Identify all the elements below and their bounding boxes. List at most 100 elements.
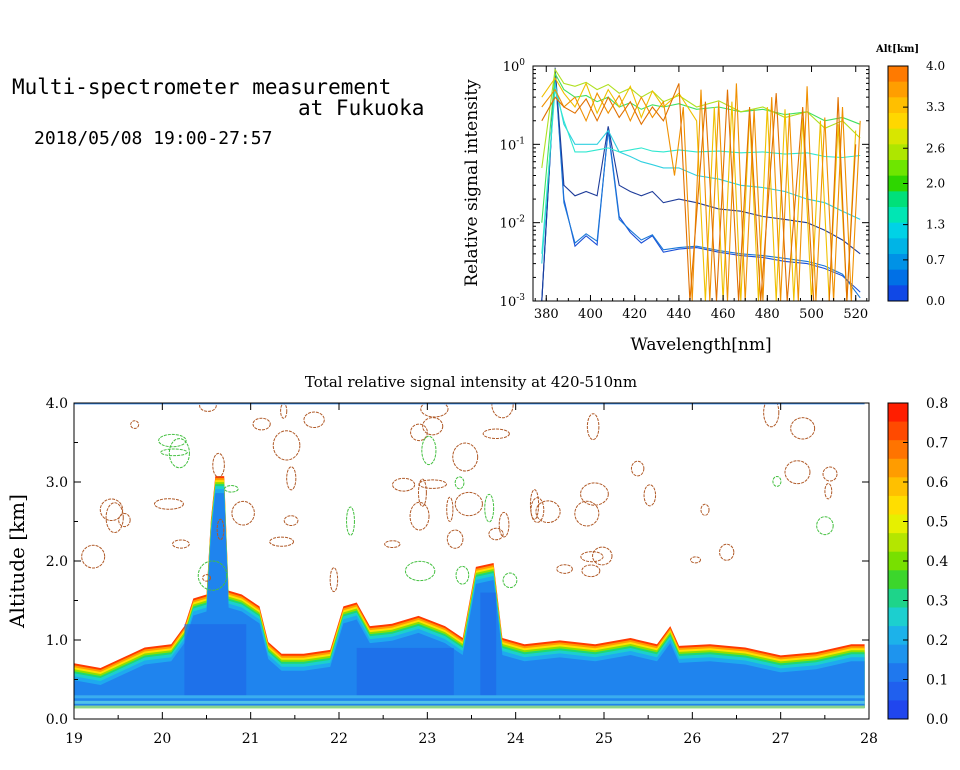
heatmap-noise-contour — [158, 433, 187, 448]
spectrum-series-line — [541, 77, 857, 301]
heatmap-noise-contour — [252, 417, 271, 431]
y-tick-base: 10 — [500, 217, 517, 232]
colorbar-swatch — [888, 588, 908, 608]
heatmap-noise-contour — [824, 483, 833, 500]
heatmap-noise-contour — [580, 482, 609, 506]
heatmap-noise-contour — [231, 500, 255, 526]
x-tick-label: 25 — [595, 731, 613, 747]
heatmap-noise-contour — [491, 403, 514, 419]
heatmap-noise-contour — [199, 403, 217, 412]
heatmap-noise-contour — [105, 502, 124, 534]
x-tick-label: 500 — [799, 307, 824, 322]
heatmap-noise-contour — [346, 506, 355, 536]
heatmap-noise-contour — [418, 479, 447, 489]
heatmap-noise-contour — [581, 564, 601, 578]
heatmap-noise-contour — [790, 417, 816, 440]
heatmap-noise-contour — [484, 493, 495, 523]
heatmap-noise-contour — [160, 448, 188, 457]
x-tick-label: 420 — [622, 307, 647, 322]
colorbar-swatch — [888, 551, 908, 571]
heatmap-noise-contour — [580, 551, 604, 563]
heatmap-noise-contour — [529, 489, 540, 520]
heatmap-noise-contour — [488, 527, 504, 541]
heatmap-noise-contour — [454, 476, 465, 490]
heatmap-noise-contour — [502, 572, 518, 589]
spectrum-series-line — [541, 69, 861, 301]
colorbar-swatch — [888, 113, 908, 130]
heatmap-noise-contour — [153, 498, 184, 510]
colorbar-swatch — [888, 269, 908, 286]
x-tick-label: 480 — [755, 307, 780, 322]
y-tick-label: 10-2 — [500, 215, 525, 232]
heatmap-surface-streak — [74, 705, 865, 709]
x-tick-label: 440 — [666, 307, 691, 322]
x-tick-label: 520 — [843, 307, 868, 322]
colorbar-swatch — [888, 495, 908, 516]
heatmap-noise-contour — [482, 428, 510, 440]
colorbar-swatch — [888, 144, 908, 161]
colorbar-tick-label: 1.3 — [926, 218, 945, 232]
heatmap-noise-contour — [172, 539, 190, 549]
y-tick-exponent: 0 — [519, 58, 525, 68]
colorbar-tick-label: 0.5 — [926, 515, 948, 531]
colorbar-swatch — [888, 191, 908, 208]
altitude-colorbar-ticks: 4.0 3.3 2.6 2.0 1.3 0.7 0.0 — [903, 59, 945, 308]
figure-datetime: 2018/05/08 19:00-27:57 — [34, 128, 273, 149]
heatmap-noise-contour — [224, 485, 239, 493]
colorbar-swatch — [888, 681, 908, 701]
y-tick-label: 100 — [503, 58, 526, 75]
colorbar-swatch — [888, 97, 908, 114]
colorbar-swatch — [888, 644, 908, 664]
x-tick-label: 28 — [860, 731, 878, 747]
heatmap-noise-contour — [410, 423, 428, 442]
heatmap-surface-streak — [74, 695, 865, 699]
colorbar-tick-label: 2.6 — [926, 141, 945, 155]
colorbar-swatch — [888, 458, 908, 478]
heatmap-y-axis-label: Altitude [km] — [5, 494, 29, 629]
colorbar-tick-label: 0.0 — [926, 294, 945, 308]
heatmap-noise-contour — [99, 498, 124, 522]
heatmap-noise-contour — [763, 403, 780, 428]
heatmap-noise-contour — [130, 420, 140, 429]
colorbar-swatch — [888, 238, 908, 255]
spectrum-series-line — [541, 83, 857, 301]
colorbar-tick-label: 0.7 — [926, 253, 945, 267]
heatmap-noise-contour — [422, 417, 444, 436]
x-tick-label: 20 — [153, 731, 171, 747]
heatmap-layer-band — [74, 493, 865, 708]
colorbar-tick-label: 0.7 — [926, 436, 948, 452]
colorbar-tick-label: 0.4 — [926, 554, 948, 570]
colorbar-swatch — [888, 207, 908, 224]
colorbar-swatch — [888, 222, 908, 239]
spectrum-x-axis-label: Wavelength[nm] — [630, 335, 771, 355]
x-tick-label: 24 — [507, 731, 525, 747]
y-tick-base: 10 — [500, 138, 517, 153]
colorbar-tick-label: 0.8 — [926, 396, 948, 412]
x-tick-label: 19 — [65, 731, 83, 747]
y-tick-base: 10 — [503, 60, 520, 75]
colorbar-swatch — [888, 477, 908, 497]
heatmap-noise-contour — [269, 536, 295, 547]
spectrum-chart: 380 400 420 440 460 480 500 520 10010-110-210-3… — [462, 44, 945, 355]
colorbar-swatch — [888, 403, 908, 423]
colorbar-swatch — [888, 285, 908, 302]
colorbar-swatch — [888, 66, 908, 83]
colorbar-swatch — [888, 570, 908, 590]
spectrum-series-line — [541, 68, 861, 168]
heatmap-noise-contour — [118, 513, 131, 528]
heatmap-noise-contour — [498, 511, 510, 538]
heatmap-noise-contour — [202, 574, 212, 582]
heatmap-noise-contour — [630, 460, 645, 477]
heatmap-noise-contour — [784, 460, 811, 485]
heatmap-noise-contour — [417, 478, 427, 507]
heatmap-chart: Total relative signal intensity at 420-5… — [5, 373, 948, 747]
heatmap-noise-contour — [535, 500, 561, 524]
heatmap-noise-contour — [392, 477, 416, 492]
x-tick-label: 21 — [242, 731, 260, 747]
y-tick-label: 2.0 — [46, 554, 68, 570]
figure-title: Multi-spectrometer measurement — [12, 75, 392, 99]
heatmap-noise-contour — [286, 466, 297, 491]
heatmap-noise-contour — [586, 413, 600, 441]
